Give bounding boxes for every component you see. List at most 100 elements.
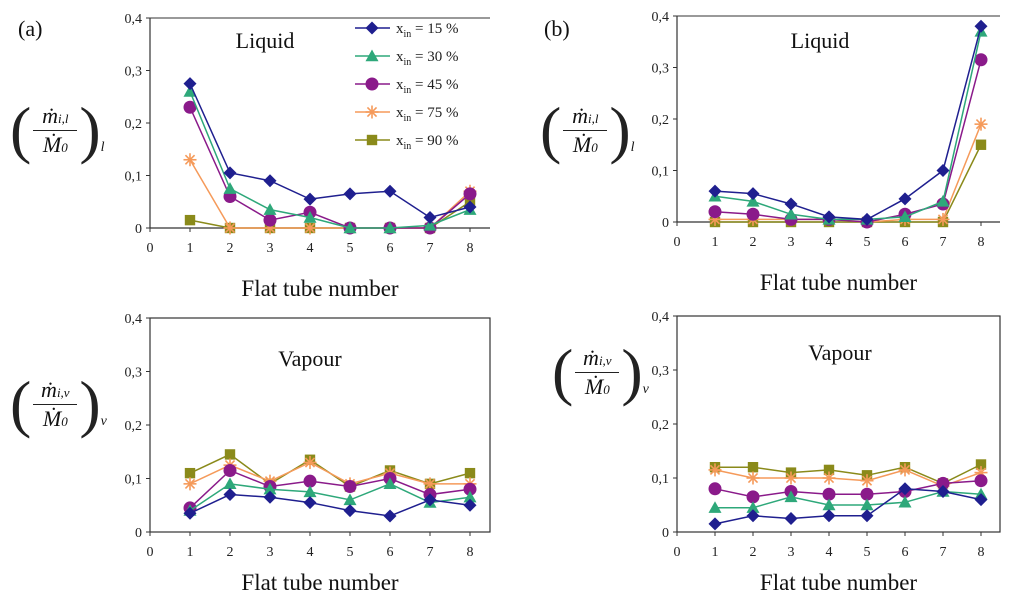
series-1 [708,24,988,225]
data-point [822,471,836,485]
series-line [714,488,982,525]
x-tick-label: 2 [750,235,757,250]
data-point [343,480,357,494]
data-point [423,211,437,224]
ylabel-vapour-a: ( ṁi,v Ṁ0 ) v [10,368,107,439]
x-tick-label: 5 [347,545,354,560]
data-point [383,509,397,523]
data-point [223,488,237,502]
data-point [463,200,477,214]
series-line [189,469,471,509]
data-point [383,221,397,234]
chart-title: Liquid [791,28,850,53]
legend-marker [366,134,378,146]
legend-marker [365,21,379,35]
x-tick-label: 8 [467,545,474,560]
x-tick-label: 8 [467,241,474,256]
x-tick-label: 3 [267,545,274,560]
y-tick-label: 0,4 [125,12,143,27]
series-line [189,483,471,512]
x-tick-label: 1 [187,241,194,256]
chart-a_liquid: 0 0,1 0,2 0,3 0,4 0 1 2 3 4 5 6 7 8 Liquid Flat tube nu… [125,12,490,301]
data-point [784,512,798,525]
x-tick-label: 6 [902,235,909,250]
data-point [974,53,988,67]
data-point [746,207,760,221]
data-point [708,463,722,477]
data-point [898,495,912,508]
data-point [708,501,722,513]
data-point [747,462,759,473]
data-point [263,174,277,188]
data-point [746,471,760,485]
x-tick-label: 2 [227,241,234,256]
data-point [974,19,988,33]
x-tick-label: 1 [187,545,194,560]
x-tick-label: 7 [940,235,947,250]
data-point [464,467,476,479]
y-tick-label: 0 [135,222,142,237]
data-point [263,203,277,215]
series-0 [183,488,477,523]
data-point [860,212,874,226]
x-axis-label: Flat tube number [760,270,917,295]
chart-title: Liquid [236,28,295,53]
x-tick-label: 0 [147,241,154,256]
data-point [784,490,798,503]
data-point [303,474,317,488]
x-tick-label: 0 [674,235,681,250]
panel-label-a: (a) [18,16,43,41]
x-tick-label: 6 [387,545,394,560]
data-point [463,490,477,503]
x-tick-label: 4 [307,241,314,256]
data-point [343,504,357,518]
x-tick-label: 0 [674,545,681,560]
data-point [223,463,237,477]
data-point [263,213,277,227]
data-point [822,487,836,501]
y-tick-label: 0,1 [125,170,143,185]
data-point [784,471,798,485]
ylabel-liquid-b: ( ṁi,l Ṁ0 ) l [540,94,635,165]
data-point [263,490,277,504]
series-2 [708,53,988,229]
data-point [860,487,874,501]
legend-marker [365,105,379,119]
data-point [823,464,835,476]
x-tick-label: 4 [307,545,314,560]
series-0 [183,77,477,224]
x-tick-label: 0 [147,545,154,560]
data-point [183,506,197,520]
series-line [715,144,982,223]
data-point [708,517,722,531]
data-point [183,85,197,97]
x-axis-label: Flat tube number [241,570,398,595]
data-point [708,184,722,198]
data-point [183,100,197,114]
y-tick-label: 0,2 [652,418,670,433]
y-tick-label: 0 [662,526,669,541]
chart-b_liquid: 0 0,1 0,2 0,3 0,4 0 1 2 3 4 5 6 7 8 Liquid Flat tube nu… [652,10,1000,295]
series-line [189,83,471,219]
x-tick-label: 7 [940,545,947,560]
data-point [936,476,950,490]
legend-label: xin = 45 % [396,77,459,96]
chart-title: Vapour [278,346,342,371]
series-line [715,490,982,509]
data-point [975,139,987,150]
data-point [746,509,760,523]
legend-label: xin = 30 % [396,49,459,68]
series-line [714,31,982,221]
series-2 [183,463,477,515]
data-point [383,477,397,490]
data-point [303,211,317,223]
data-point [822,509,836,523]
x-tick-label: 1 [712,545,719,560]
data-point [303,192,317,206]
data-point [343,187,357,201]
data-point [898,482,912,496]
x-tick-label: 5 [864,235,871,250]
data-point [898,210,912,223]
data-point [746,187,760,201]
data-point [303,485,317,498]
